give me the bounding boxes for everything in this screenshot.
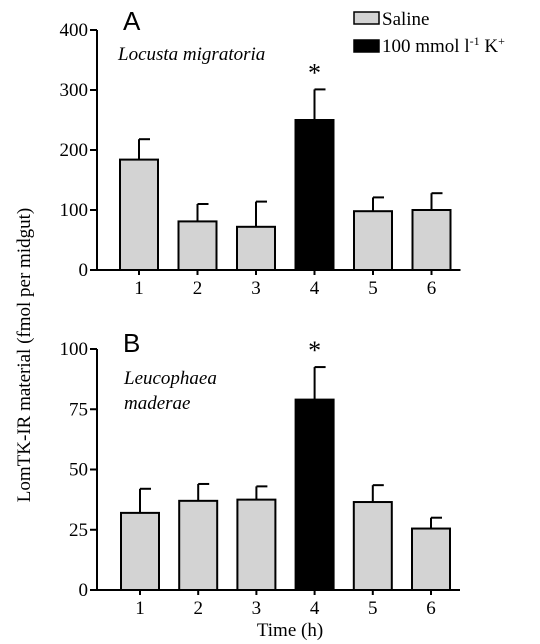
bar-3 xyxy=(236,498,277,591)
bar-5 xyxy=(352,501,393,591)
panel-a-label: A xyxy=(123,6,141,36)
bar-1 xyxy=(120,511,160,592)
bar-3 xyxy=(236,225,276,272)
x-tick-label: 6 xyxy=(426,598,436,619)
bar-5 xyxy=(353,210,393,271)
bar-2 xyxy=(177,220,218,271)
panel-b-label: B xyxy=(123,328,140,358)
y-tick-label: 75 xyxy=(69,399,88,420)
panel-a: A Locusta migratoria 0 100 200 300 400 1 2 3 4 *… xyxy=(60,6,461,299)
x-tick-label: 4 xyxy=(310,278,320,299)
y-tick-label: 0 xyxy=(79,260,89,281)
x-tick-label: 3 xyxy=(252,598,262,619)
significance-marker: * xyxy=(308,58,321,87)
x-tick-label: 5 xyxy=(368,278,378,299)
bar-6 xyxy=(411,527,451,591)
bar-6 xyxy=(411,209,452,271)
x-tick-label: 1 xyxy=(134,278,144,299)
x-tick-label: 3 xyxy=(251,278,261,299)
bar-4 xyxy=(294,398,335,591)
x-tick-label: 2 xyxy=(193,598,203,619)
x-tick-label: 2 xyxy=(193,278,203,299)
y-tick-label: 25 xyxy=(69,520,88,541)
y-axis-title: LomTK-IR material (fmol per midgut) xyxy=(14,208,35,502)
x-axis-title: Time (h) xyxy=(257,620,323,641)
bar-1 xyxy=(119,158,159,272)
panel-b: B Leucophaea maderae 0 25 50 75 100 1 2 3 4 * 5 6 xyxy=(60,328,460,619)
x-tick-label: 4 xyxy=(310,598,320,619)
legend-label-saline: Saline xyxy=(382,9,430,30)
y-tick-label: 300 xyxy=(60,80,89,101)
panel-b-species-line2: maderae xyxy=(124,393,190,414)
x-tick-label: 6 xyxy=(427,278,437,299)
panel-b-species-line1: Leucophaea xyxy=(123,368,217,389)
y-tick-label: 100 xyxy=(60,339,89,360)
legend-swatch-potassium xyxy=(353,39,380,53)
panel-a-species: Locusta migratoria xyxy=(117,44,265,65)
y-tick-label: 0 xyxy=(79,580,89,601)
bar-2 xyxy=(178,499,219,591)
bar-4 xyxy=(294,119,335,271)
legend: Saline 100 mmol l-1 K+ xyxy=(353,9,505,57)
x-tick-label: 1 xyxy=(135,598,145,619)
legend-swatch-saline xyxy=(353,11,380,25)
significance-marker: * xyxy=(308,336,321,365)
x-tick-label: 5 xyxy=(368,598,378,619)
y-tick-label: 50 xyxy=(69,460,88,481)
legend-label-potassium: 100 mmol l-1 K+ xyxy=(382,34,505,57)
y-tick-label: 400 xyxy=(60,20,89,41)
y-tick-label: 100 xyxy=(60,200,89,221)
y-tick-label: 200 xyxy=(60,140,89,161)
